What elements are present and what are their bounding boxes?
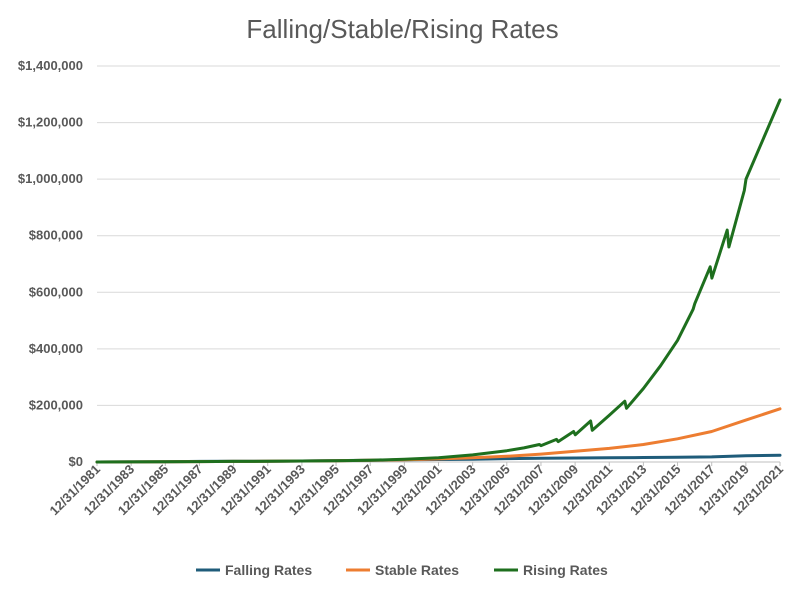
y-tick-label: $0 [69, 454, 83, 469]
legend-label: Falling Rates [225, 562, 312, 578]
y-tick-label: $600,000 [29, 284, 83, 299]
y-axis: $0 $200,000 $400,000 $600,000 $800,000 $1,000… [18, 58, 83, 469]
series-line-stable-rates [95, 407, 782, 464]
y-tick-label: $800,000 [29, 228, 83, 243]
legend: Falling Rates Stable Rates Rising Rates [196, 562, 608, 578]
x-axis: 12/31/198112/31/198312/31/198512/31/1987… [46, 461, 786, 518]
y-tick-label: $1,200,000 [18, 115, 83, 130]
series-line-rising-rates [95, 98, 782, 464]
series-layer [95, 98, 782, 464]
y-tick-label: $200,000 [29, 397, 83, 412]
legend-label: Stable Rates [375, 562, 459, 578]
grid-layer [97, 65, 780, 406]
y-tick-label: $1,000,000 [18, 171, 83, 186]
chart-title: Falling/Stable/Rising Rates [246, 14, 559, 44]
legend-label: Rising Rates [523, 562, 608, 578]
y-tick-label: $400,000 [29, 341, 83, 356]
y-tick-label: $1,400,000 [18, 58, 83, 73]
